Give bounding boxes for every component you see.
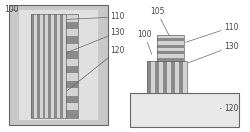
Bar: [157, 48, 184, 51]
Bar: [63, 14, 66, 118]
Bar: [66, 88, 78, 96]
Bar: [66, 81, 78, 88]
Bar: [66, 110, 78, 118]
Bar: [37, 14, 40, 118]
Bar: [157, 38, 184, 41]
Bar: [66, 103, 78, 110]
Bar: [157, 35, 184, 61]
Bar: [31, 14, 34, 118]
Text: 100: 100: [137, 30, 152, 54]
Bar: [157, 45, 184, 48]
Bar: [179, 61, 183, 93]
Bar: [66, 66, 78, 73]
Bar: [159, 61, 163, 93]
Bar: [66, 51, 78, 59]
Bar: [66, 59, 78, 66]
Text: 120: 120: [220, 104, 238, 113]
Bar: [51, 14, 54, 118]
Text: 110: 110: [67, 12, 124, 21]
Bar: [60, 14, 63, 118]
Bar: [155, 61, 159, 93]
Bar: [147, 61, 151, 93]
Bar: [46, 14, 48, 118]
Bar: [167, 61, 171, 93]
Bar: [157, 58, 184, 61]
Text: 130: 130: [188, 42, 238, 63]
Bar: [9, 5, 108, 125]
Bar: [147, 61, 187, 93]
Bar: [66, 36, 78, 44]
Bar: [40, 14, 42, 118]
Bar: [66, 22, 78, 29]
Bar: [157, 35, 184, 38]
Bar: [54, 14, 57, 118]
Bar: [66, 73, 78, 81]
Bar: [183, 61, 187, 93]
Bar: [175, 61, 179, 93]
Bar: [66, 96, 78, 103]
Bar: [151, 61, 155, 93]
Bar: [157, 51, 184, 54]
Text: 120: 120: [67, 46, 124, 91]
Bar: [66, 14, 78, 22]
Text: 100: 100: [4, 5, 18, 14]
Bar: [66, 44, 78, 51]
Bar: [163, 61, 167, 93]
Bar: [130, 93, 239, 127]
Text: 110: 110: [186, 23, 238, 42]
Bar: [66, 29, 78, 36]
Bar: [48, 14, 51, 118]
Bar: [31, 14, 66, 118]
Bar: [157, 41, 184, 45]
Text: 130: 130: [67, 28, 125, 53]
Bar: [19, 10, 98, 120]
Bar: [34, 14, 37, 118]
Bar: [171, 61, 175, 93]
Text: 105: 105: [150, 7, 169, 35]
Bar: [57, 14, 60, 118]
Bar: [42, 14, 45, 118]
Bar: [157, 54, 184, 58]
Bar: [66, 14, 78, 118]
